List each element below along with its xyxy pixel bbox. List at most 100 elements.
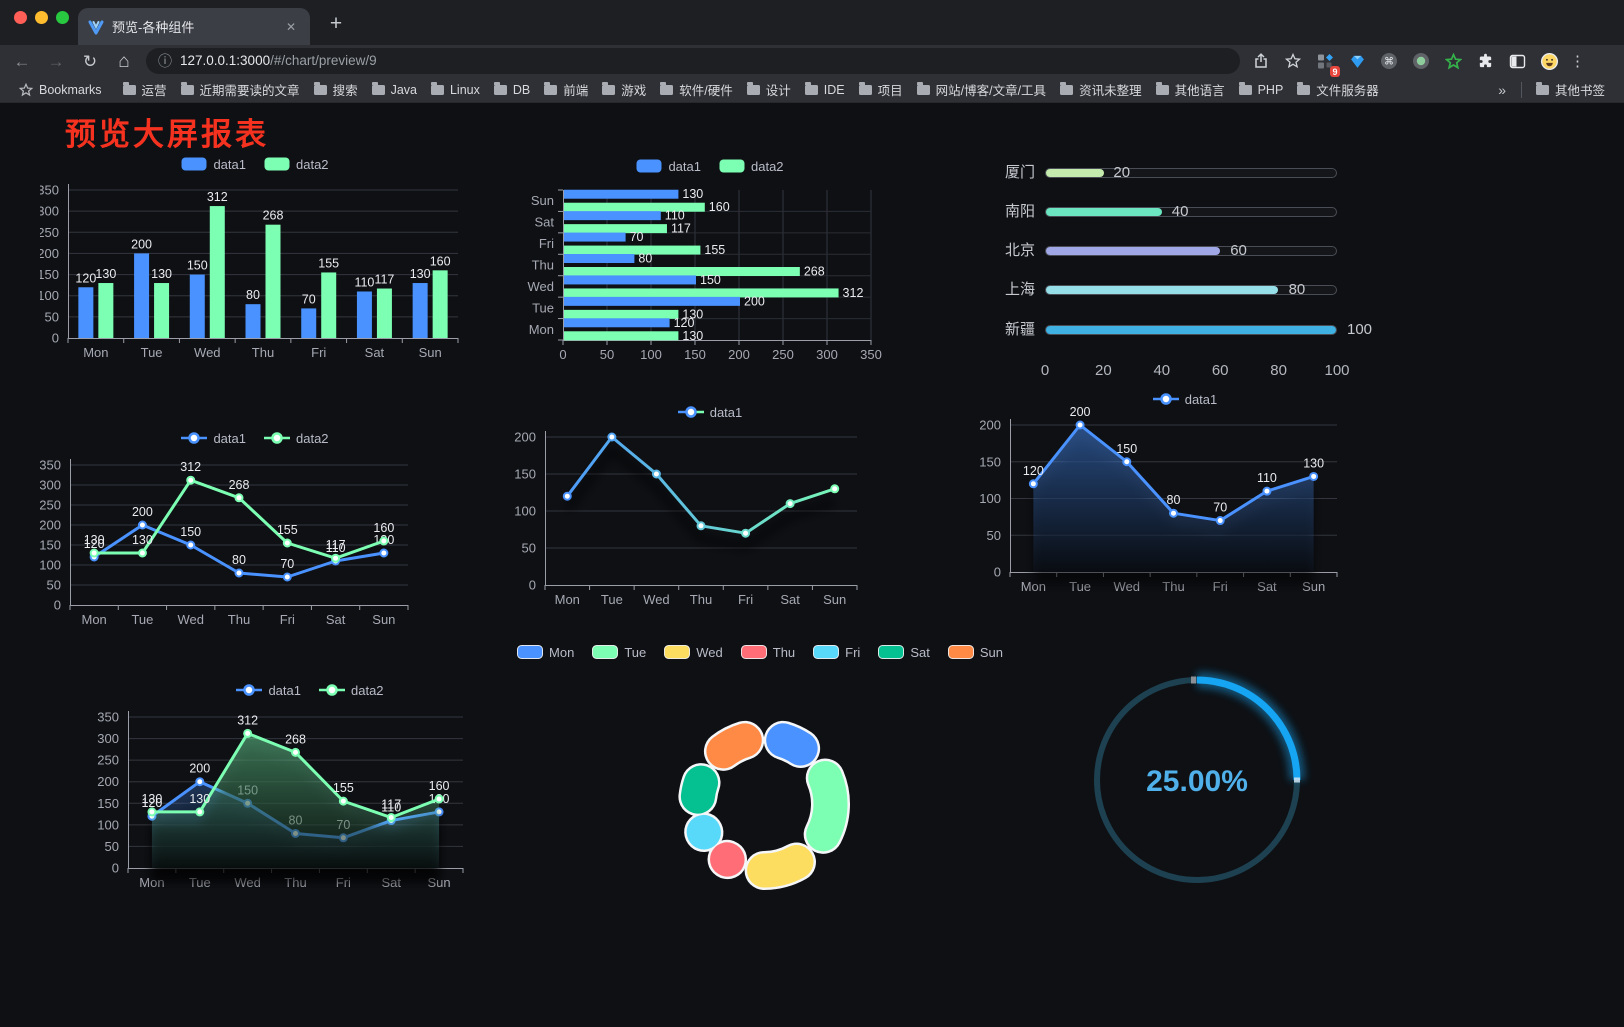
profile-avatar[interactable] [1538,50,1560,72]
extension-tampermonkey-icon[interactable]: 9 [1314,50,1340,77]
window-minimize-button[interactable] [35,11,48,24]
legend-item[interactable]: Sun [947,645,1003,660]
bookmark-item[interactable]: 其他语言 [1149,80,1232,99]
svg-text:130: 130 [410,267,431,281]
legend-item[interactable]: data1 [1152,392,1217,407]
tab-title: 预览-各种组件 [112,20,195,35]
chart-canvas: 0 50 100 150 200 250 300 350 Mon Tue Wed Thu Fri Sat S… [40,458,409,627]
progress-value: 20 [1113,164,1131,181]
reload-icon[interactable]: ↻ [82,51,98,71]
menu-kebab-icon[interactable]: ⋮ [1570,53,1585,70]
svg-text:150: 150 [187,259,208,273]
sidebar-toggle-icon[interactable] [1506,50,1528,72]
extension-green-star-icon[interactable] [1442,50,1464,72]
bookmark-item[interactable]: IDE [798,81,852,97]
bookmark-item[interactable]: 文件服务器 [1290,80,1386,99]
bookmark-item[interactable]: 前端 [537,80,595,99]
legend-swatch [664,645,691,659]
extension-recorder-icon[interactable] [1410,50,1432,72]
bookmark-item[interactable]: 近期需要读的文章 [174,80,307,99]
svg-text:50: 50 [522,541,536,556]
bookmark-item[interactable]: 网站/博客/文章/工具 [910,80,1053,99]
bookmark-item[interactable]: 软件/硬件 [653,80,739,99]
legend-item[interactable]: Tue [592,645,646,660]
legend-item[interactable]: Mon [517,645,574,660]
chart-multi-area[interactable]: data1 data2 0 50 100 150 200 250 300 350 Mon Tue Wed… [95,670,525,900]
svg-text:130: 130 [95,267,116,281]
legend-item[interactable]: data2 [264,431,329,446]
tab-close-icon[interactable]: ✕ [285,19,296,34]
legend-item[interactable]: data1 [236,683,301,698]
legend-item[interactable]: data1 [181,157,246,172]
chart-progress[interactable]: 厦门 20 南阳 40 北京 60 上海 80 新疆 100 0 20 40 60 80 100 [990,150,1390,400]
chart-multi-line[interactable]: data1 data2 0 50 100 150 200 250 300 350 Mon Tue Wed… [40,430,470,650]
legend-item[interactable]: data1 [677,404,743,420]
chart-grouped-bar[interactable]: data1 data2 0 50 100 150 200 250 300 350 Mon Tue Wed… [40,150,470,385]
extension-gem-icon[interactable] [1346,50,1368,72]
bookmark-item[interactable]: 资讯未整理 [1053,80,1149,99]
home-icon[interactable]: ⌂ [118,50,130,72]
window-zoom-button[interactable] [56,11,69,24]
progress-track [1045,246,1337,256]
legend-item[interactable]: Fri [813,645,860,660]
axis-tick-label: 80 [1270,362,1287,379]
window-close-button[interactable] [14,11,27,24]
svg-text:200: 200 [40,246,59,261]
chart-canvas: 25.00% [1094,672,1305,883]
progress-row: 南阳 40 [990,204,1390,220]
url-path: /#/chart/preview/9 [270,53,377,68]
chart-grouped-hbar[interactable]: data1 data2 0 50 100 150 200 250 300 350 Sun Sat Fri… [500,150,920,385]
bookmark-item[interactable]: 游戏 [595,80,653,99]
forward-icon[interactable]: → [47,51,65,71]
svg-text:117: 117 [671,222,691,236]
bookmark-star-icon[interactable] [1282,50,1304,72]
bookmark-item[interactable]: 运营 [116,80,174,99]
legend-item[interactable]: data1 [636,159,701,174]
bookmark-item[interactable]: PHP [1232,81,1291,97]
svg-text:160: 160 [429,779,450,793]
svg-text:130: 130 [151,267,172,281]
progress-fill [1046,169,1104,177]
svg-text:250: 250 [40,498,61,513]
new-tab-button[interactable]: + [329,12,343,35]
page-info-icon[interactable]: ⓘ [158,53,172,69]
bookmark-label: 资讯未整理 [1079,84,1142,98]
bookmark-item[interactable]: DB [487,81,537,97]
legend-label: Wed [696,644,723,660]
chart-gauge[interactable]: 25.00% [1040,640,1360,925]
other-bookmarks-item[interactable]: 其他书签 [1529,80,1612,99]
legend-item[interactable]: Wed [664,645,723,660]
legend-swatch [319,684,345,696]
bookmarks-overflow-chevron[interactable]: » [1498,81,1506,98]
legend-item[interactable]: Thu [740,645,795,660]
legend-item[interactable]: data2 [719,159,784,174]
gauge-value-text: 25.00% [1146,765,1248,798]
url-bar[interactable]: ⓘ 127.0.0.1:3000/#/chart/preview/9 [146,48,1240,74]
svg-text:Sat: Sat [365,345,385,360]
legend-item[interactable]: data2 [319,683,384,698]
bookmark-label: DB [512,82,531,97]
back-icon[interactable]: ← [13,51,31,71]
legend-item[interactable]: Sat [878,645,930,660]
legend-item[interactable]: data1 [181,431,246,446]
svg-text:130: 130 [132,533,153,547]
extensions-puzzle-icon[interactable] [1474,50,1496,72]
bookmark-item[interactable]: 搜索 [307,80,365,99]
browser-tab[interactable]: 预览-各种组件 ✕ [78,8,310,45]
bookmarks-manager-item[interactable]: Bookmarks [12,82,109,97]
bookmark-item[interactable]: 项目 [852,80,910,99]
bookmark-item[interactable]: Linux [424,81,487,97]
legend-item[interactable]: data2 [264,157,329,172]
svg-text:200: 200 [131,237,152,251]
chart-area-line[interactable]: data1 0 50 100 150 200 Mon Tue Wed Thu Fri Sat Sun 12… [980,385,1390,610]
legend-label: data1 [268,682,301,698]
chart-donut[interactable]: Mon Tue Wed Thu Fri Sat Sun [517,630,1003,900]
chart-gradient-line[interactable]: data1 0 50 100 150 200 Mon Tue Wed Thu Fri Sat Sun [500,390,920,620]
bookmark-item[interactable]: 设计 [740,80,798,99]
legend-label: data1 [709,404,743,420]
extension-command-icon[interactable]: ⌘ [1378,50,1400,72]
svg-text:100: 100 [514,504,536,519]
svg-text:Fri: Fri [539,236,554,251]
share-icon[interactable] [1250,50,1272,72]
bookmark-item[interactable]: Java [365,81,424,97]
